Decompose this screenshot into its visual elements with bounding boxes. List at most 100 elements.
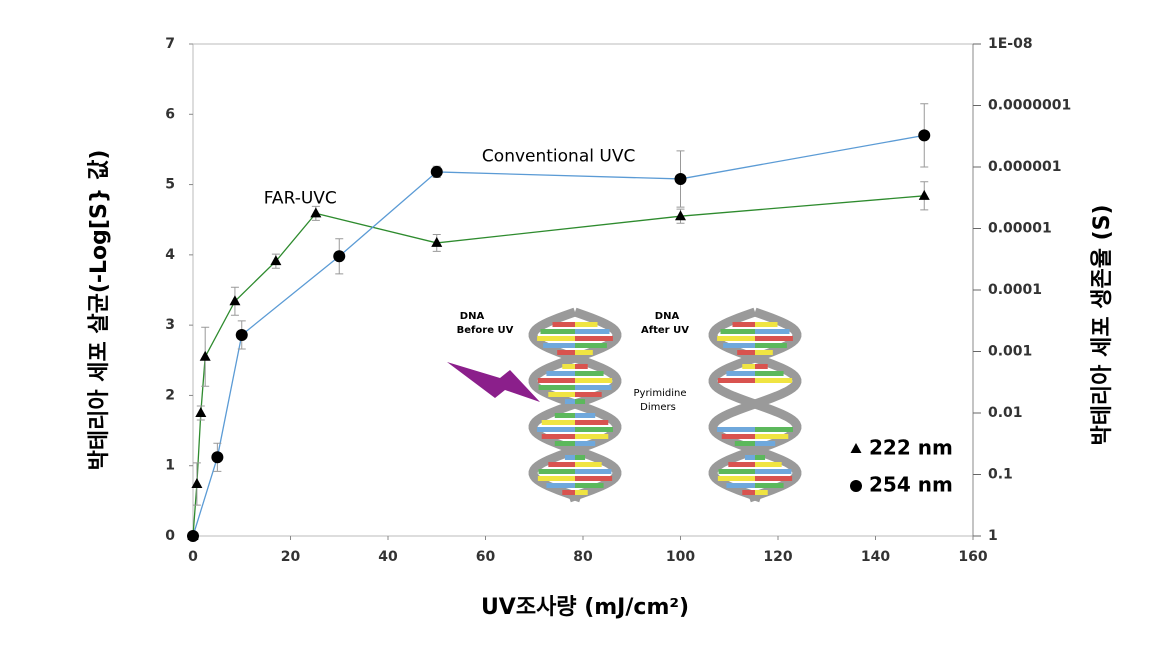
y-tick-label: 5 — [165, 177, 175, 193]
dna-base — [742, 364, 755, 369]
annotation: FAR-UVC — [264, 189, 337, 209]
x-tick-label: 100 — [666, 549, 695, 565]
data-point — [918, 189, 930, 200]
dna-base — [726, 483, 755, 488]
dna-base — [755, 441, 776, 446]
dna-base — [718, 469, 755, 474]
dna-base — [540, 329, 575, 334]
dna-base — [548, 462, 575, 467]
dna-base — [562, 490, 575, 495]
x-tick-label: 120 — [763, 549, 792, 565]
data-point — [270, 255, 282, 266]
y-tick-label: 6 — [165, 106, 175, 122]
dna-base — [537, 378, 575, 383]
dna-base — [728, 462, 755, 467]
dna-base — [575, 385, 612, 390]
dna-illustration — [528, 307, 802, 503]
dna-base — [543, 343, 575, 348]
illustration-text: Pyrimidine — [634, 388, 687, 399]
dna-base — [554, 413, 575, 418]
y2-tick-label: 0.00001 — [988, 221, 1052, 237]
illustration-text: DNA — [460, 311, 485, 322]
dna-base — [575, 434, 609, 439]
dna-base — [755, 329, 790, 334]
dna-base — [575, 322, 598, 327]
data-point — [333, 250, 346, 263]
dna-base — [755, 336, 793, 341]
dna-base — [726, 371, 755, 376]
illustration-text: DNA — [655, 311, 680, 322]
dna-base — [755, 371, 784, 376]
dna-base — [755, 322, 778, 327]
dna-base — [554, 441, 575, 446]
dna-base — [564, 399, 575, 404]
dna-base — [742, 490, 755, 495]
dna-base — [755, 434, 789, 439]
dna-base — [575, 392, 602, 397]
data-point — [310, 207, 322, 218]
dna-base — [755, 455, 766, 460]
dna-base — [575, 462, 602, 467]
dna-base — [723, 343, 755, 348]
y-tick-label: 7 — [165, 36, 175, 52]
dna-base — [575, 413, 596, 418]
dna-base — [575, 371, 604, 376]
data-point — [191, 477, 203, 488]
legend-label: 254 nm — [869, 473, 953, 497]
data-point — [229, 295, 241, 306]
y-tick-label: 2 — [165, 387, 175, 403]
dna-base — [575, 364, 588, 369]
dna-base — [548, 392, 575, 397]
y-axis-label: 박테리아 세포 살균(-Log[S} 값) — [87, 150, 112, 471]
dna-base — [755, 476, 793, 481]
x-tick-label: 160 — [958, 549, 987, 565]
dna-base — [755, 462, 782, 467]
x-tick-label: 60 — [476, 549, 496, 565]
dna-base — [575, 420, 609, 425]
dna-base — [717, 378, 755, 383]
y2-tick-label: 1 — [988, 528, 998, 544]
y2-axis-label: 박테리아 세포 생존율 (S) — [1090, 204, 1115, 445]
y2-tick-label: 0.1 — [988, 467, 1013, 483]
y2-tick-label: 0.0001 — [988, 282, 1042, 298]
data-point — [235, 328, 248, 341]
dna-base — [755, 343, 787, 348]
data-point — [675, 210, 686, 221]
dna-base — [575, 343, 607, 348]
data-point — [430, 165, 443, 178]
dna-base — [557, 350, 575, 355]
dna-base — [575, 399, 586, 404]
dna-base — [575, 427, 613, 432]
dna-base — [537, 427, 575, 432]
dna-strand — [528, 307, 622, 503]
data-point — [211, 451, 224, 464]
series-line — [192, 195, 925, 537]
x-axis-label: UV조사량 (mJ/cm²) — [481, 595, 689, 620]
annotation: Conventional UVC — [482, 146, 635, 166]
dna-base — [734, 441, 755, 446]
illustration-text: Dimers — [640, 402, 676, 413]
dna-base — [537, 336, 575, 341]
data-point — [918, 129, 931, 142]
data-point — [187, 530, 199, 542]
dna-base — [538, 385, 575, 390]
dna-base — [737, 350, 755, 355]
dna-base — [575, 455, 586, 460]
dna-base — [755, 483, 784, 488]
legend-marker — [850, 443, 862, 453]
dna-base — [755, 469, 792, 474]
legend-label: 222 nm — [869, 436, 953, 460]
y2-tick-label: 0.001 — [988, 344, 1032, 360]
dna-base — [717, 427, 755, 432]
dna-base — [546, 371, 575, 376]
dna-base — [744, 455, 755, 460]
x-tick-label: 20 — [281, 549, 301, 565]
data-point — [199, 350, 211, 361]
dna-base — [562, 364, 575, 369]
dna-base — [755, 378, 793, 383]
data-point — [674, 172, 687, 185]
y2-tick-label: 1E-08 — [988, 36, 1033, 52]
y2-tick-label: 0.000001 — [988, 159, 1062, 175]
dna-base — [755, 490, 768, 495]
